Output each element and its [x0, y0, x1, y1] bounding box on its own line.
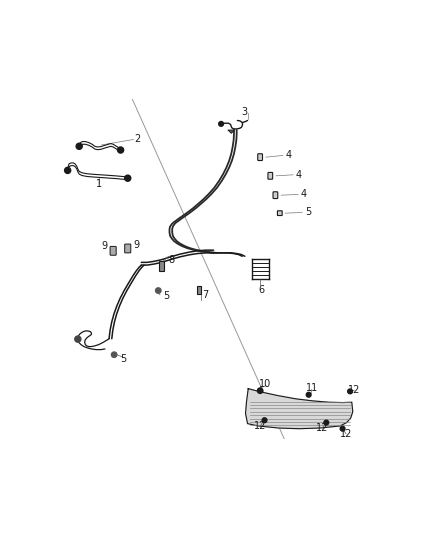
Text: 3: 3: [241, 107, 247, 117]
FancyBboxPatch shape: [110, 246, 116, 255]
Text: 5: 5: [305, 207, 311, 217]
Text: 6: 6: [259, 285, 265, 295]
Circle shape: [64, 167, 71, 173]
Text: 12: 12: [316, 423, 328, 433]
Circle shape: [324, 420, 328, 425]
FancyBboxPatch shape: [258, 154, 262, 160]
Text: 4: 4: [296, 170, 302, 180]
Circle shape: [111, 352, 117, 358]
Circle shape: [76, 143, 82, 149]
Circle shape: [117, 147, 124, 153]
Text: 12: 12: [348, 385, 360, 395]
FancyBboxPatch shape: [273, 192, 278, 199]
Circle shape: [219, 122, 223, 126]
Polygon shape: [228, 130, 235, 133]
Circle shape: [258, 388, 263, 393]
Text: 12: 12: [340, 429, 352, 439]
Text: 5: 5: [120, 354, 126, 364]
Circle shape: [306, 392, 311, 397]
Text: 12: 12: [254, 421, 266, 431]
Text: 9: 9: [102, 241, 108, 251]
Text: 10: 10: [259, 379, 271, 389]
Text: 8: 8: [169, 255, 175, 265]
Circle shape: [340, 426, 345, 431]
Text: 5: 5: [163, 292, 170, 301]
Text: 7: 7: [203, 290, 209, 300]
Text: 1: 1: [96, 179, 102, 189]
Text: 11: 11: [306, 383, 318, 393]
Circle shape: [262, 418, 267, 423]
Text: 4: 4: [301, 190, 307, 199]
FancyBboxPatch shape: [125, 244, 131, 253]
Circle shape: [125, 175, 131, 181]
FancyBboxPatch shape: [268, 172, 273, 179]
Text: 4: 4: [286, 150, 292, 160]
FancyBboxPatch shape: [159, 261, 164, 271]
Text: 2: 2: [134, 134, 141, 144]
FancyBboxPatch shape: [197, 286, 201, 294]
Circle shape: [75, 336, 81, 342]
Circle shape: [348, 389, 353, 394]
Polygon shape: [246, 389, 353, 429]
FancyBboxPatch shape: [277, 211, 282, 215]
Text: 9: 9: [134, 240, 140, 250]
Circle shape: [155, 288, 161, 293]
